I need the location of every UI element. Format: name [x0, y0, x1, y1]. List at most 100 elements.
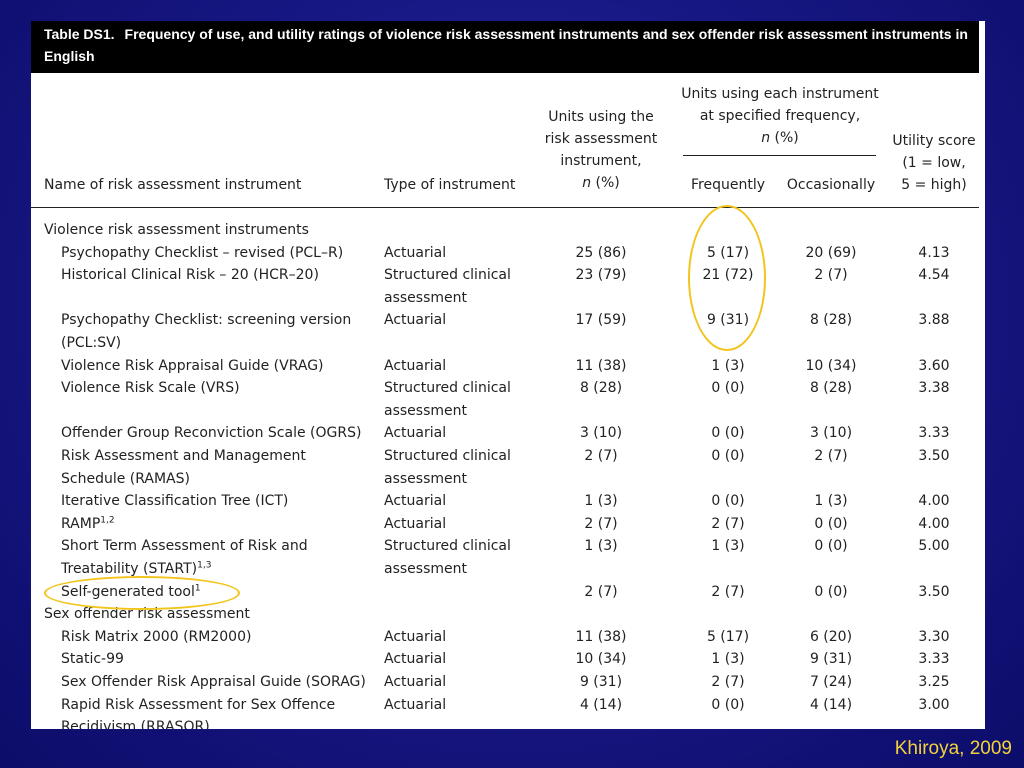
- row-units-using: 2 (7): [584, 448, 618, 464]
- row-frequently: 2 (7): [711, 583, 745, 600]
- row-utility-score: 3.38: [918, 380, 950, 397]
- row-units-using: 8 (28): [579, 380, 623, 397]
- row-instrument-type: Actuarial: [384, 357, 447, 374]
- row-units-using: 2 (7): [584, 583, 618, 600]
- row-occasionally: 8 (28): [809, 312, 853, 329]
- row-frequently: 0 (0): [711, 448, 745, 464]
- row-frequently: 2 (7): [711, 674, 745, 690]
- row-utility-score: 3.88: [918, 312, 950, 329]
- col-header-name: Name of risk assessment instrument: [44, 177, 302, 193]
- row-instrument-type: Actuarial: [384, 312, 447, 329]
- footnote-marker: 1,3: [197, 560, 212, 571]
- col-header-units-using: Units using the risk assessment instrument…: [531, 106, 671, 194]
- row-occasionally: 2 (7): [814, 448, 848, 464]
- row-occasionally: 10 (34): [805, 357, 857, 374]
- row-occasionally: 3 (10): [809, 425, 853, 442]
- row-occasionally: 20 (69): [805, 244, 857, 261]
- col-header-frequency-line: at specified frequency,: [699, 108, 861, 124]
- row-occasionally: 2 (7): [814, 267, 848, 284]
- table-panel: Table DS1. Frequency of use, and utility …: [31, 21, 985, 729]
- col-header-utility-line: 5 = high): [901, 177, 967, 193]
- col-header-utility-line: (1 = low,: [902, 155, 966, 171]
- row-instrument-name: Static-99: [61, 651, 124, 668]
- row-frequently: 0 (0): [711, 696, 745, 713]
- row-utility-score: 3.33: [918, 425, 950, 442]
- row-units-using: 9 (31): [579, 674, 623, 690]
- row-instrument-name: Violence Risk Appraisal Guide (VRAG): [61, 357, 324, 374]
- row-occasionally: 0 (0): [814, 515, 848, 532]
- col-header-units-line: n (%): [582, 175, 620, 191]
- row-instrument-name: Self-generated tool1: [61, 582, 201, 600]
- col-header-units-line: risk assessment: [544, 131, 658, 147]
- col-header-units-line: instrument,: [560, 153, 642, 169]
- row-occasionally: 7 (24): [809, 674, 853, 690]
- row-utility-score: 3.30: [918, 628, 950, 645]
- col-header-frequency-line: n (%): [761, 130, 799, 146]
- row-instrument-name: RAMP1,2: [61, 515, 115, 532]
- col-header-frequently: Frequently: [690, 177, 765, 193]
- citation: Khiroya, 2009: [894, 738, 1012, 759]
- col-header-frequency-group: Units using each instrument at specified …: [670, 83, 890, 149]
- table-title-line-2: medium secure units (n=29): [44, 70, 230, 86]
- row-instrument-type: assessment: [384, 402, 467, 419]
- row-utility-score: 3.25: [918, 674, 950, 690]
- row-units-using: 1 (3): [584, 493, 618, 510]
- row-units-using: 10 (34): [575, 651, 627, 668]
- col-header-frequency-line: Units using each instrument: [681, 86, 879, 102]
- row-occasionally: 0 (0): [814, 538, 848, 555]
- col-header-occasionally: Occasionally: [786, 177, 876, 193]
- row-instrument-type: assessment: [384, 470, 467, 487]
- row-frequently: 21 (72): [702, 267, 754, 284]
- header-rule: [31, 207, 979, 208]
- row-occasionally: 1 (3): [814, 493, 848, 510]
- row-instrument-name: Psychopathy Checklist: screening version: [61, 312, 352, 329]
- col-header-type: Type of instrument: [384, 177, 516, 193]
- row-instrument-type: assessment: [384, 561, 467, 577]
- row-instrument-type: Actuarial: [384, 651, 447, 668]
- row-instrument-name: Risk Assessment and Management: [61, 448, 306, 464]
- row-units-using: 4 (14): [579, 696, 623, 713]
- frequency-group-rule: [683, 155, 876, 156]
- row-instrument-type: Actuarial: [384, 244, 447, 261]
- row-units-using: 11 (38): [575, 357, 627, 374]
- table-title-text: Frequency of use, and utility ratings of…: [44, 26, 968, 64]
- row-instrument-type: Structured clinical: [384, 538, 511, 555]
- row-instrument-type: Structured clinical: [384, 380, 511, 397]
- row-utility-score: 3.50: [918, 448, 950, 464]
- row-units-using: 23 (79): [575, 267, 627, 284]
- row-instrument-name: Short Term Assessment of Risk and: [61, 538, 308, 555]
- row-utility-score: 4.00: [918, 515, 950, 532]
- table-label: Table DS1.: [44, 26, 115, 42]
- section-heading: Sex offender risk assessment: [44, 606, 250, 623]
- footnote-marker: 1,2: [100, 515, 115, 526]
- row-instrument-name: Violence Risk Scale (VRS): [61, 380, 240, 397]
- row-frequently: 1 (3): [711, 538, 745, 555]
- row-frequently: 0 (0): [711, 425, 745, 442]
- row-utility-score: 4.00: [918, 493, 950, 510]
- row-instrument-name: (PCL:SV): [61, 335, 122, 351]
- row-instrument-name: Sex Offender Risk Appraisal Guide (SORAG…: [61, 674, 366, 690]
- row-utility-score: 3.33: [918, 651, 950, 668]
- row-utility-score: 3.00: [918, 696, 950, 713]
- row-utility-score: 3.60: [918, 357, 950, 374]
- row-occasionally: 4 (14): [809, 696, 853, 713]
- row-instrument-type: Structured clinical: [384, 267, 511, 284]
- row-utility-score: 4.54: [918, 267, 950, 284]
- row-instrument-name: Historical Clinical Risk – 20 (HCR–20): [61, 267, 319, 284]
- row-units-using: 3 (10): [579, 425, 623, 442]
- row-instrument-name: Treatability (START)1,3: [61, 560, 212, 577]
- row-instrument-type: assessment: [384, 289, 467, 306]
- row-frequently: 5 (17): [706, 244, 750, 261]
- row-instrument-type: Actuarial: [384, 674, 447, 690]
- row-utility-score: 4.13: [918, 244, 950, 261]
- table-title-bar: Table DS1. Frequency of use, and utility …: [31, 21, 979, 86]
- row-occasionally: 6 (20): [809, 628, 853, 645]
- row-frequently: 9 (31): [706, 312, 750, 329]
- row-frequently: 0 (0): [711, 493, 745, 510]
- row-instrument-name: Iterative Classification Tree (ICT): [61, 493, 289, 510]
- row-occasionally: 8 (28): [809, 380, 853, 397]
- row-instrument-name: Rapid Risk Assessment for Sex Offence: [61, 696, 336, 713]
- footnote-marker: 1: [194, 582, 201, 593]
- row-frequently: 1 (3): [711, 651, 745, 668]
- row-frequently: 2 (7): [711, 515, 745, 532]
